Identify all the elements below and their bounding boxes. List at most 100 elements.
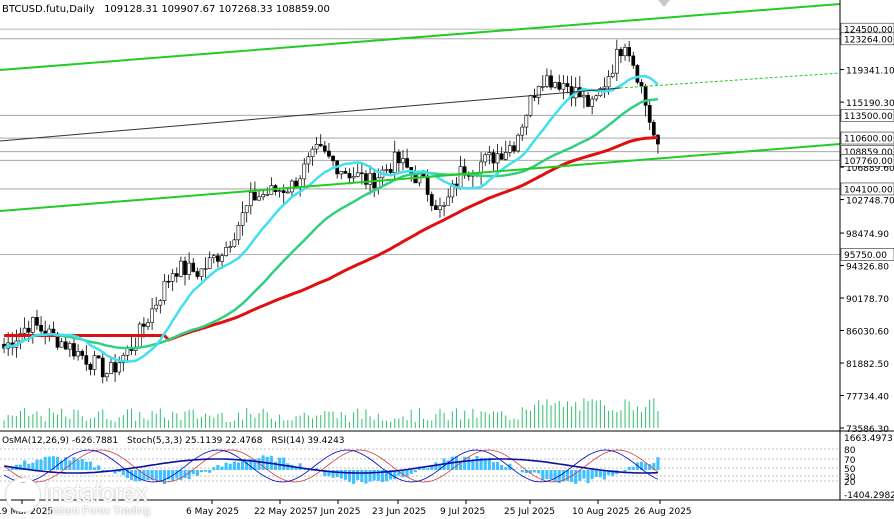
volume-bar [131,408,133,428]
osma-bar [18,464,23,470]
osma-bar [347,470,352,482]
candle-body [606,76,611,88]
osma-bar [158,470,162,481]
osma-bar [434,462,438,470]
osma-bar [298,463,302,470]
candle-body [610,72,615,77]
volume-bar [176,413,178,428]
candle-body [306,156,311,165]
candle-body [545,75,549,87]
candle-body [512,145,516,152]
volume-bar [77,410,79,428]
osma-bar [278,457,282,470]
volume-bar [575,402,577,428]
osma-bar [471,460,475,470]
candle-body [623,47,627,57]
osma-bar [578,470,582,481]
volume-bar [513,418,515,428]
volume-bar [357,408,359,428]
candle-body [392,151,397,173]
volume-bar [143,418,145,428]
osma-bar [520,470,524,473]
volume-bar [295,416,297,428]
volume-bar [316,415,318,428]
volume-bar [225,421,227,428]
candle-body [142,323,146,327]
osma-bar [249,458,253,470]
volume-bar [344,415,346,428]
level-label: 108859.00 [844,148,893,158]
osma-bar [47,456,51,470]
osma-bar [644,463,648,470]
volume-bar [653,398,655,428]
volume-bar [213,417,215,428]
volume-bar [89,418,91,428]
candle-body [327,150,331,157]
osma-bar [191,470,195,475]
volume-bar [542,404,544,428]
candle-body [35,317,39,326]
osma-bar [590,470,594,480]
candle-body [651,122,656,136]
volume-bar [254,417,256,428]
osma-bar [446,460,450,470]
candle-body [520,126,525,136]
candle-body [63,341,68,350]
volume-bar [468,418,470,428]
osma-bar [438,463,442,470]
candle-body [450,183,455,198]
candle-body [516,134,520,152]
volume-bar [61,408,63,428]
level-box [840,182,894,196]
osma-bar [384,470,389,482]
volume-bar [632,410,634,428]
volume-bar [492,411,494,428]
volume-bar [599,400,601,428]
volume-bar [455,408,457,428]
candle-body [109,362,113,374]
candle-body [179,260,183,277]
volume-bar [476,417,478,428]
osma-bar [212,467,216,470]
volume-bar [332,411,334,428]
candle-body [72,343,76,357]
stoch-main-line [3,449,659,483]
ohlc-values: 109128.31 109907.67 107268.33 108859.00 [104,4,330,15]
scroll-marker-icon[interactable] [658,0,670,7]
volume-bar [81,416,83,428]
osma-bar [154,470,158,481]
osma-bar [315,468,319,470]
volume-bar [509,419,511,428]
osma-bar [500,465,504,470]
osma-bar [352,470,356,484]
osma-bar [142,470,146,480]
osc-tick-label: 1663.4973 [844,434,893,444]
volume-bar [587,400,589,428]
osma-bar [648,464,652,470]
volume-bar [98,411,100,428]
volume-bar [571,406,573,428]
volume-bar [460,419,462,428]
osma-bar [656,457,660,470]
candlesticks [2,39,660,384]
candle-body [586,94,590,107]
osma-bar [167,470,171,480]
osc-tick-label: -1404.2982 [844,491,894,501]
osma-bar [134,470,138,482]
volume-bar [529,410,531,428]
candle-body [322,145,327,152]
volume-bar [7,415,9,428]
volume-bar [624,399,626,428]
volume-bar [126,409,128,428]
volume-bar [414,421,416,428]
trend-line-extension [619,72,841,89]
volume-bar [270,418,272,428]
volume-bar [488,414,490,428]
price-tick-label: 73586.30 [846,425,889,435]
volume-bar [151,410,153,428]
volume-bar [180,420,182,428]
volume-bar [406,420,408,428]
volume-bar [168,420,170,428]
